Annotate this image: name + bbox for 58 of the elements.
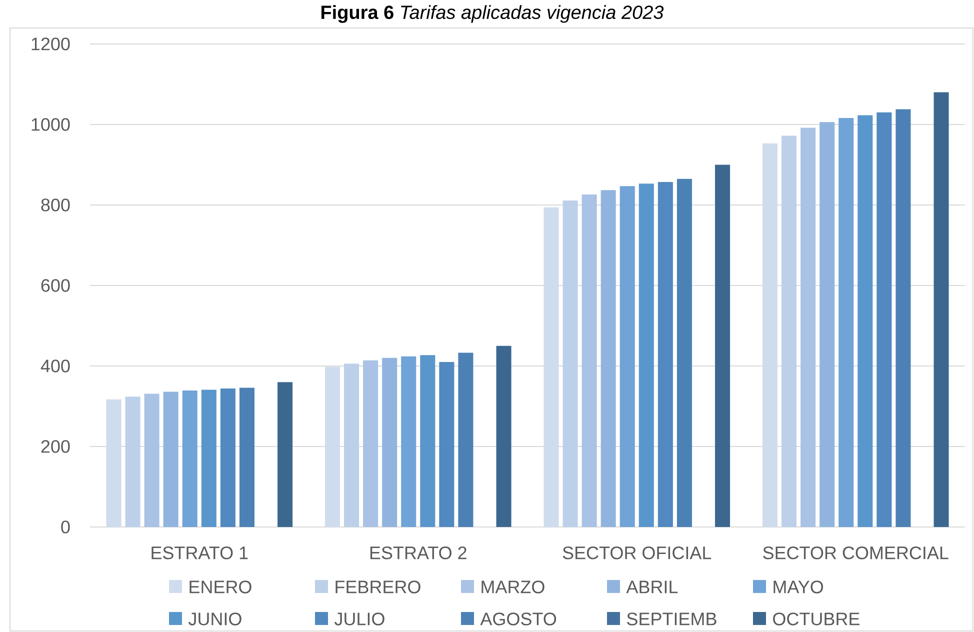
bar — [544, 207, 559, 527]
y-tick-label: 200 — [41, 440, 70, 453]
bar — [782, 136, 797, 527]
bar — [324, 366, 340, 527]
bar — [182, 390, 198, 527]
bar — [582, 194, 597, 527]
legend-label: SEPTIEMB — [627, 612, 716, 626]
bar — [278, 382, 293, 527]
y-tick-label: 800 — [41, 198, 70, 212]
bar — [896, 109, 911, 527]
bar — [934, 92, 949, 527]
bar — [658, 182, 673, 527]
legend-label: JUNIO — [188, 612, 242, 626]
y-tick-label: 1200 — [32, 38, 70, 50]
bar — [676, 178, 692, 527]
bar — [401, 356, 416, 527]
y-tick-label: 400 — [40, 360, 70, 372]
bar — [762, 143, 778, 527]
bar — [458, 352, 474, 527]
bar — [496, 346, 512, 527]
bar — [106, 399, 122, 527]
bar — [420, 355, 436, 527]
bar — [363, 360, 378, 527]
bar — [439, 362, 454, 527]
x-tick-label: SECTOR COMERCIAL — [763, 546, 948, 560]
bar — [239, 388, 254, 527]
bar — [163, 392, 178, 527]
x-tick-label: ESTRATO 1 — [152, 546, 248, 560]
bar — [620, 186, 635, 527]
legend-label: AGOSTO — [480, 612, 556, 626]
bar — [344, 364, 360, 527]
bar — [820, 122, 835, 527]
bar — [144, 394, 160, 527]
chart-title: Figura 6 Tarifas aplicadas vigencia 2023 — [321, 5, 664, 23]
bar — [220, 388, 236, 527]
legend-label: OCTUBRE — [773, 612, 860, 626]
legend-label: FEBRERO — [336, 580, 420, 594]
y-tick-label: 600 — [41, 279, 70, 292]
bar — [858, 115, 873, 527]
x-tick-label: SECTOR OFICIAL — [562, 546, 712, 560]
bar — [638, 184, 654, 527]
legend-label: JULIO — [334, 612, 384, 626]
bar — [800, 128, 816, 527]
bar — [715, 164, 730, 527]
bar — [838, 118, 854, 527]
bar — [201, 390, 216, 527]
y-tick-label: 1000 — [32, 118, 70, 131]
legend-label: MARZO — [482, 580, 544, 594]
legend-label: ENERO — [190, 580, 252, 594]
bar — [562, 200, 578, 527]
legend-label: MAYO — [774, 580, 824, 594]
y-tick-label: 0 — [61, 520, 70, 534]
legend-label: ABRIL — [626, 580, 678, 594]
x-tick-label: ESTRATO 2 — [370, 546, 466, 560]
bar — [125, 396, 140, 527]
bar — [876, 112, 892, 527]
bar — [600, 190, 616, 527]
bar — [382, 358, 398, 527]
